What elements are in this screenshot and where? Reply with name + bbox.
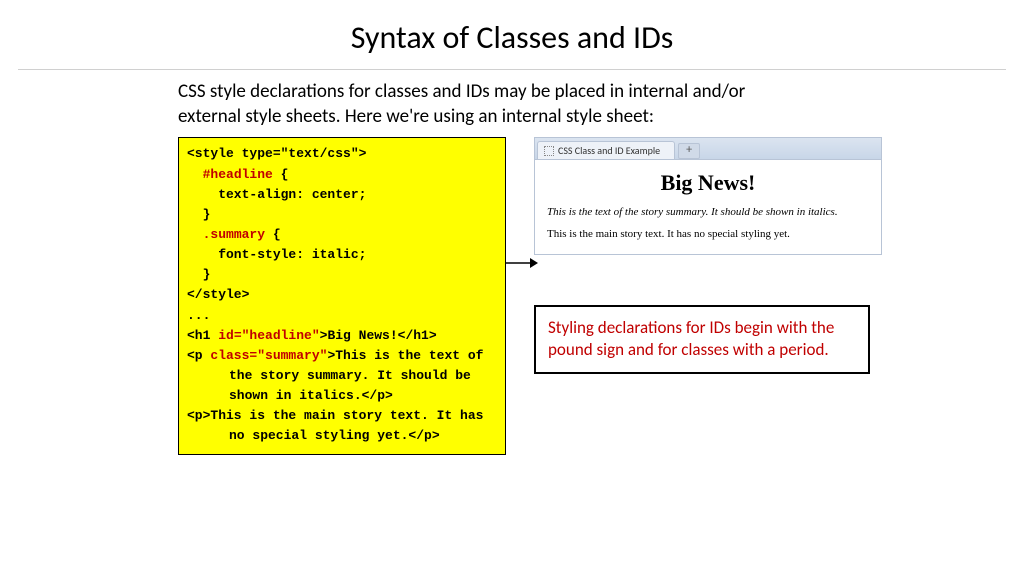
page-body: This is the main story text. It has no s… bbox=[547, 228, 869, 240]
code-attr-class: class="summary" bbox=[210, 348, 327, 363]
new-tab-button[interactable]: + bbox=[678, 143, 700, 159]
browser-tab[interactable]: CSS Class and ID Example bbox=[537, 141, 675, 159]
callout-box: Styling declarations for IDs begin with … bbox=[534, 305, 870, 373]
code-line: ... bbox=[187, 308, 210, 323]
code-line: font-style: italic; bbox=[187, 247, 366, 262]
code-attr-id: id="headline" bbox=[218, 328, 319, 343]
code-selector-id: #headline bbox=[203, 167, 273, 182]
code-line: } bbox=[187, 267, 210, 282]
intro-text: CSS style declarations for classes and I… bbox=[0, 80, 780, 137]
code-line: </style> bbox=[187, 287, 249, 302]
code-tag: <p bbox=[187, 348, 210, 363]
code-example-box: <style type="text/css"> #headline { text… bbox=[178, 137, 506, 455]
code-indent bbox=[187, 167, 203, 182]
divider bbox=[18, 69, 1006, 70]
code-line: text-align: center; bbox=[187, 187, 366, 202]
code-line: } bbox=[187, 207, 210, 222]
code-tag: <h1 bbox=[187, 328, 218, 343]
page-summary: This is the text of the story summary. I… bbox=[547, 206, 869, 218]
tab-label: CSS Class and ID Example bbox=[558, 144, 660, 157]
code-brace: { bbox=[273, 167, 289, 182]
code-line: <p>This is the main story text. It has n… bbox=[187, 408, 483, 443]
code-selector-class: .summary bbox=[203, 227, 265, 242]
code-indent bbox=[187, 227, 203, 242]
browser-preview: CSS Class and ID Example + Big News! Thi… bbox=[534, 137, 882, 255]
page-icon bbox=[544, 146, 554, 156]
page-heading: Big News! bbox=[547, 170, 869, 196]
slide-title: Syntax of Classes and IDs bbox=[0, 0, 1024, 69]
browser-tabbar: CSS Class and ID Example + bbox=[535, 138, 881, 160]
arrow-icon bbox=[506, 256, 538, 270]
code-line: <style type="text/css"> bbox=[187, 146, 366, 161]
code-tag: >Big News!</h1> bbox=[320, 328, 437, 343]
code-brace: { bbox=[265, 227, 281, 242]
rendered-page: Big News! This is the text of the story … bbox=[535, 160, 881, 254]
